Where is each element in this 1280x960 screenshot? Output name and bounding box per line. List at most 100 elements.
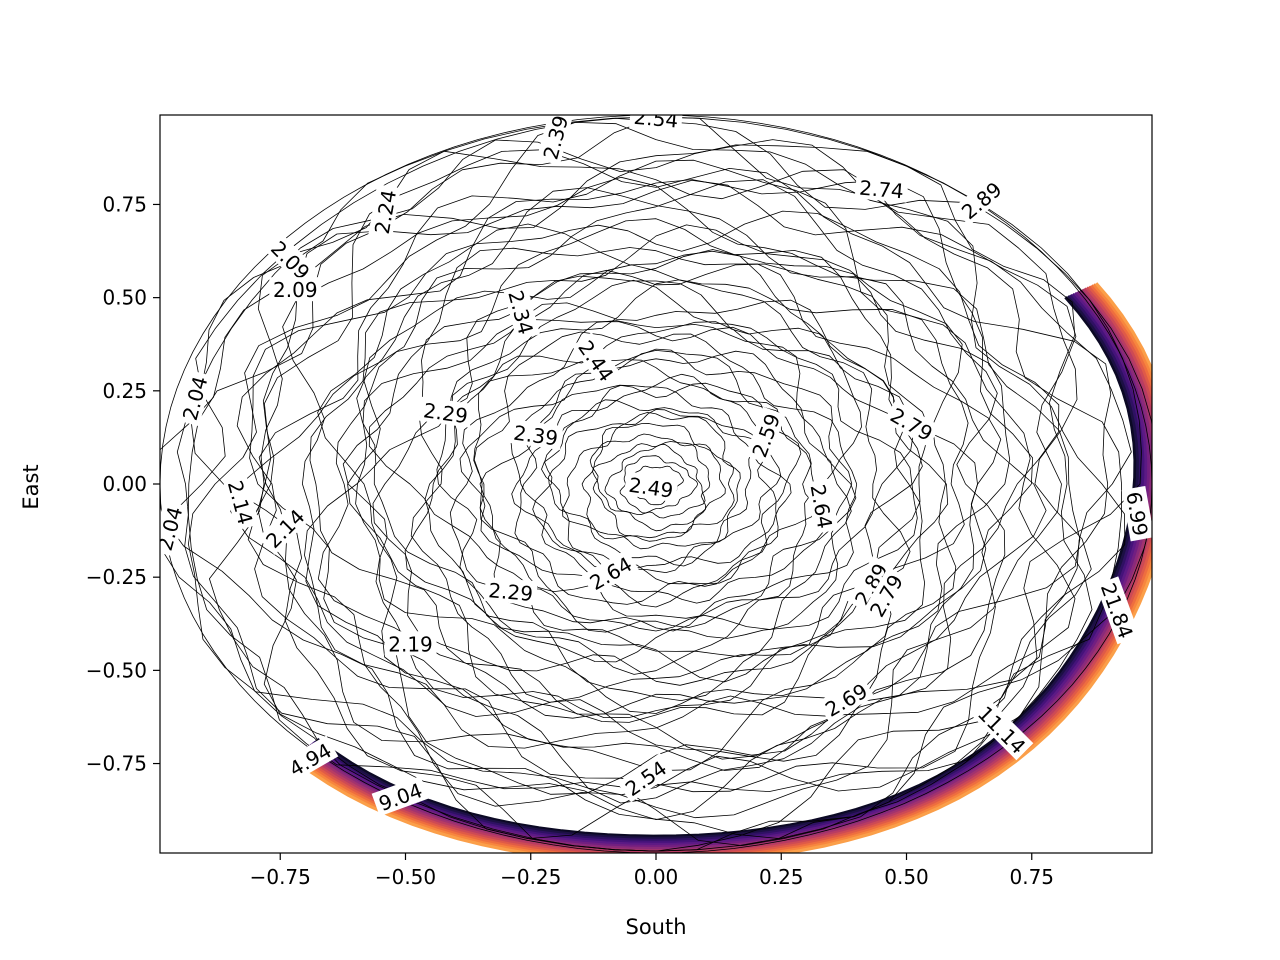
contour-label-text: 2.09 — [273, 278, 318, 302]
contour-label-backing — [257, 501, 312, 555]
contour-label-backing — [371, 775, 429, 817]
disk-boundary — [160, 115, 1152, 853]
contour-label-backing — [617, 752, 674, 803]
x-tick-label: 0.25 — [759, 865, 804, 889]
contour-label-backing — [581, 549, 639, 597]
contour-label-backing — [503, 284, 540, 341]
contour-line — [410, 275, 949, 703]
contour-line — [368, 299, 923, 701]
contour-line — [249, 210, 1060, 804]
rim-band — [308, 291, 1148, 847]
rim-band — [296, 285, 1152, 853]
contour-label-backing — [1121, 485, 1152, 542]
contour-label: 2.29 — [418, 396, 474, 428]
contour-label-backing — [264, 232, 318, 287]
contour-line — [511, 373, 779, 585]
contour-line — [592, 441, 711, 532]
contour-label-backing — [847, 555, 894, 613]
contour-label: 2.39 — [508, 419, 564, 451]
contour-label: 2.09 — [269, 277, 322, 302]
contour-line — [541, 399, 782, 573]
rim-band — [300, 287, 1152, 853]
contour-label-backing — [854, 174, 909, 203]
y-tick-label: 0.00 — [102, 472, 147, 496]
contour-label-backing — [175, 369, 213, 427]
contour-label-backing — [160, 500, 188, 557]
contour-label-backing — [418, 396, 474, 428]
contour-label: 2.64 — [805, 478, 839, 534]
x-tick-label: 0.00 — [634, 865, 679, 889]
rim-band — [298, 286, 1152, 853]
contour-line — [436, 319, 914, 675]
contour-label-text: 2.19 — [388, 632, 433, 656]
contour-label-backing — [571, 332, 622, 389]
contour-line — [247, 179, 1077, 819]
y-tick-label: 0.50 — [102, 286, 147, 310]
y-tick-label: −0.75 — [86, 752, 147, 776]
contour-label: 2.49 — [623, 471, 679, 503]
contour-label-backing — [368, 184, 401, 240]
contour-label-backing — [817, 675, 875, 723]
contour-line — [510, 382, 802, 608]
rim-band — [310, 292, 1145, 845]
contour-line — [581, 423, 735, 542]
rim-band — [293, 283, 1152, 853]
contour-label-backing — [483, 576, 538, 606]
contour-line — [317, 223, 1011, 771]
contour-line — [317, 218, 978, 715]
contour-line — [373, 279, 911, 683]
contour-label-backing — [953, 174, 1009, 226]
contour-label-backing — [281, 735, 339, 783]
contour-line — [188, 122, 1126, 796]
rim-band — [302, 288, 1152, 853]
contour-label-backing — [1095, 576, 1140, 645]
contour-label-backing — [269, 277, 322, 302]
x-tick-label: 0.75 — [1009, 865, 1054, 889]
contour-line — [257, 149, 1112, 820]
contour-line — [562, 412, 741, 550]
rim-band — [291, 282, 1152, 853]
contour-label-backing — [971, 698, 1034, 761]
contour-line — [473, 348, 853, 633]
contour-label-backing — [745, 406, 786, 464]
contour-line — [473, 331, 858, 632]
contour-label-backing — [805, 478, 839, 534]
y-tick-label: 0.25 — [102, 379, 147, 403]
x-tick-label: 0.50 — [884, 865, 929, 889]
contour-label: 2.29 — [483, 576, 538, 606]
x-tick-label: −0.50 — [375, 865, 436, 889]
contour-line — [604, 444, 706, 519]
rim-band — [294, 284, 1152, 853]
contour-label-text: 2.54 — [633, 105, 679, 133]
contour-label-backing — [536, 115, 574, 166]
contour-line — [355, 263, 930, 714]
contour-line — [532, 384, 792, 574]
plot-area: 2.39 2.542.74 2.892.242.092.09 2.342.442.04… — [160, 105, 1152, 853]
contour-line — [404, 279, 918, 663]
rim-band — [316, 296, 1137, 838]
contour-label: 2.19 — [384, 631, 437, 656]
contour-line — [548, 409, 755, 567]
contour-label-backing — [862, 566, 910, 624]
contour-line — [479, 350, 825, 604]
x-tick-label: −0.25 — [500, 865, 561, 889]
contour-label: 6.99 — [1121, 485, 1152, 542]
x-axis-ticks: −0.75 −0.50 −0.25 0.00 0.25 0.50 0.75 — [250, 853, 1054, 889]
y-tick-label: 0.75 — [102, 192, 147, 216]
rim-band — [312, 294, 1143, 842]
contour-line — [372, 249, 925, 686]
contour-label-backing — [623, 471, 679, 503]
contour-line — [514, 359, 820, 605]
x-axis-label: South — [625, 915, 686, 939]
contour-line — [459, 350, 833, 619]
y-tick-label: −0.50 — [86, 658, 147, 682]
contour-label-backing — [629, 115, 684, 132]
contour-line — [342, 247, 1002, 718]
contour-label-backing — [508, 419, 564, 451]
y-tick-label: −0.25 — [86, 565, 147, 589]
y-axis-label: East — [19, 464, 43, 509]
contour-line — [589, 433, 726, 539]
contour-label-backing — [883, 400, 941, 447]
contour-label-text: 2.74 — [858, 176, 904, 204]
